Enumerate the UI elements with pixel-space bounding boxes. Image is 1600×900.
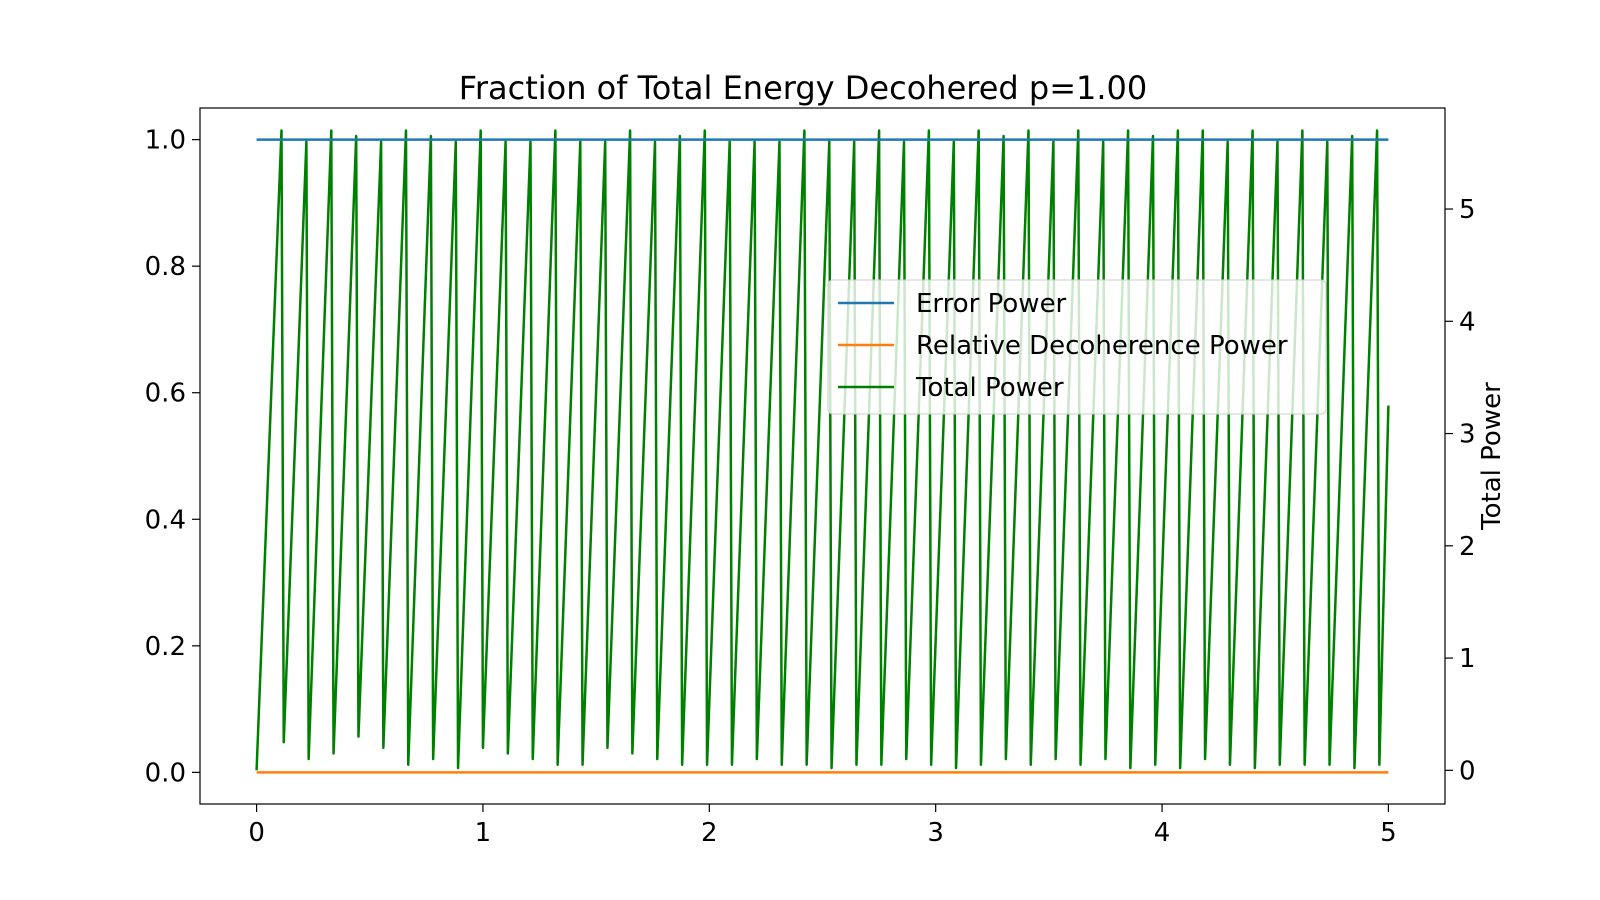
y-axis-right: 0 1 2 3 4 5 xyxy=(1445,195,1476,786)
y2-axis-label: Total Power xyxy=(1477,382,1507,531)
y-tick-label: 0.4 xyxy=(145,505,186,535)
y-axis-left: 0.0 0.2 0.4 0.6 0.8 1.0 xyxy=(145,126,200,788)
x-tick-label: 4 xyxy=(1154,818,1171,848)
legend-label-total-power: Total Power xyxy=(915,373,1064,403)
x-tick-label: 2 xyxy=(701,818,718,848)
legend-box xyxy=(827,279,1327,415)
y2-tick-label: 1 xyxy=(1459,644,1476,674)
legend-label-relative-decoherence-power: Relative Decoherence Power xyxy=(916,331,1288,361)
series-layer xyxy=(255,129,1390,774)
plot-frame xyxy=(199,107,1446,805)
x-tick-label: 3 xyxy=(927,818,944,848)
y-tick-label: 0.0 xyxy=(145,758,186,788)
y2-tick-label: 3 xyxy=(1459,420,1476,450)
chart-title: Fraction of Total Energy Decohered p=1.0… xyxy=(459,69,1148,107)
y-tick-label: 0.2 xyxy=(145,632,186,662)
legend: Error Power Relative Decoherence Power T… xyxy=(827,279,1327,415)
y2-tick-label: 5 xyxy=(1459,195,1476,225)
legend-label-error-power: Error Power xyxy=(916,289,1067,319)
x-axis: 0 1 2 3 4 5 xyxy=(248,804,1397,848)
x-tick-label: 1 xyxy=(475,818,492,848)
x-tick-label: 5 xyxy=(1380,818,1397,848)
y-tick-label: 0.6 xyxy=(145,379,186,409)
y-tick-label: 1.0 xyxy=(145,126,186,156)
x-tick-label: 0 xyxy=(248,818,265,848)
series-line-total-power xyxy=(255,129,1390,771)
y2-tick-label: 2 xyxy=(1459,532,1476,562)
y2-tick-label: 4 xyxy=(1459,307,1476,337)
y2-tick-label: 0 xyxy=(1459,756,1476,786)
y-tick-label: 0.8 xyxy=(145,252,186,282)
